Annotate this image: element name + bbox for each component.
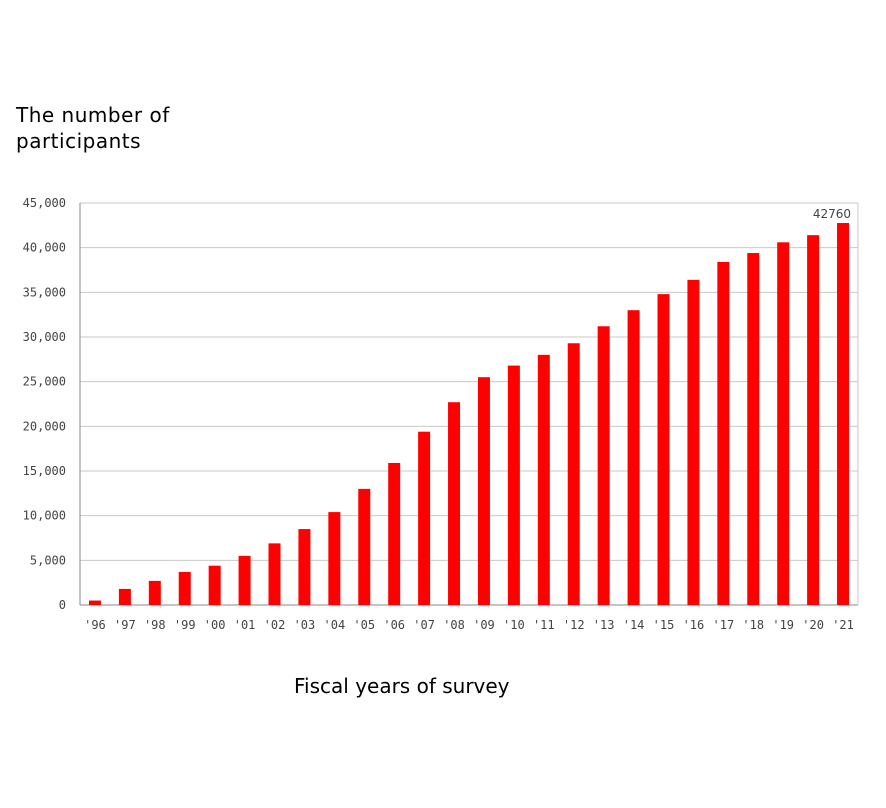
bar — [448, 402, 461, 605]
bar — [567, 343, 580, 605]
x-tick-label: '16 — [683, 618, 705, 632]
bar — [837, 223, 850, 605]
data-label: 42760 — [813, 207, 851, 221]
y-tick-label: 25,000 — [23, 375, 66, 389]
y-tick-label: 35,000 — [23, 285, 66, 299]
bar — [118, 588, 131, 605]
bar — [717, 261, 730, 605]
x-tick-label: '13 — [593, 618, 615, 632]
x-tick-label: '01 — [234, 618, 256, 632]
x-tick-label: '19 — [772, 618, 794, 632]
y-tick-label: 40,000 — [23, 241, 66, 255]
x-tick-label: '04 — [324, 618, 346, 632]
bar — [388, 462, 401, 605]
y-tick-label: 45,000 — [23, 196, 66, 210]
x-tick-label: '18 — [742, 618, 764, 632]
x-tick-label: '21 — [832, 618, 854, 632]
x-tick-label: '97 — [114, 618, 136, 632]
y-axis-title: The number of participants — [16, 102, 170, 154]
bar — [298, 529, 311, 605]
x-tick-label: '05 — [353, 618, 375, 632]
x-tick-label: '10 — [503, 618, 525, 632]
bar — [687, 279, 700, 605]
x-tick-label: '11 — [533, 618, 555, 632]
bar — [777, 242, 790, 605]
bar — [627, 310, 640, 605]
x-axis-ticks: '96 '97 '98 '99 '00 '01 '02 '03 '04 '05 '06 '07 '08 '… — [84, 618, 854, 632]
x-tick-label: '17 — [713, 618, 735, 632]
bars — [88, 223, 850, 605]
x-tick-label: '07 — [413, 618, 435, 632]
x-tick-label: '02 — [264, 618, 286, 632]
bar — [507, 365, 520, 605]
y-tick-label: 30,000 — [23, 330, 66, 344]
x-tick-label: '99 — [174, 618, 196, 632]
x-tick-label: '12 — [563, 618, 585, 632]
bar — [88, 600, 101, 605]
x-tick-label: '20 — [802, 618, 824, 632]
x-tick-label: '00 — [204, 618, 226, 632]
bar — [358, 488, 371, 605]
bar — [418, 431, 431, 605]
y-axis-title-line-2: participants — [16, 129, 142, 153]
bar — [328, 512, 341, 605]
y-tick-label: 5,000 — [30, 553, 66, 567]
bar — [178, 571, 191, 605]
y-tick-label: 20,000 — [23, 419, 66, 433]
y-tick-label: 10,000 — [23, 509, 66, 523]
bar — [208, 565, 221, 605]
y-tick-label: 15,000 — [23, 464, 66, 478]
x-tick-label: '09 — [473, 618, 495, 632]
gridlines — [79, 202, 859, 606]
bar — [597, 326, 610, 605]
y-axis-title-line-1: The number of — [16, 103, 170, 127]
y-axis-ticks: 0 5,000 10,000 15,000 20,000 25,000 30,000 35,0… — [23, 196, 66, 612]
x-tick-label: '98 — [144, 618, 166, 632]
bar — [537, 354, 550, 605]
bar — [807, 235, 820, 605]
bar — [747, 253, 760, 605]
x-tick-label: '96 — [84, 618, 106, 632]
bar — [238, 555, 251, 605]
x-axis-title: Fiscal years of survey — [294, 674, 510, 698]
x-tick-label: '06 — [383, 618, 405, 632]
bar — [268, 543, 281, 605]
data-labels: 42760 — [813, 207, 851, 221]
x-tick-label: '15 — [653, 618, 675, 632]
bar — [148, 580, 161, 605]
y-tick-label: 0 — [59, 598, 66, 612]
bar — [657, 294, 670, 605]
x-tick-label: '08 — [443, 618, 465, 632]
x-tick-label: '03 — [294, 618, 316, 632]
x-tick-label: '14 — [623, 618, 645, 632]
bar — [477, 377, 490, 605]
